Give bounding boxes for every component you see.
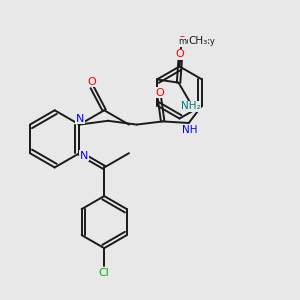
Text: methoxy: methoxy (178, 38, 215, 46)
Text: NH₂: NH₂ (181, 101, 200, 112)
Text: CH₃: CH₃ (188, 36, 207, 46)
Text: O: O (88, 77, 97, 87)
Text: Cl: Cl (99, 268, 110, 278)
Text: O: O (177, 36, 186, 46)
Text: N: N (76, 114, 84, 124)
Text: O: O (176, 49, 184, 59)
Text: NH: NH (182, 125, 197, 135)
Text: N: N (80, 151, 88, 161)
Text: O: O (155, 88, 164, 98)
